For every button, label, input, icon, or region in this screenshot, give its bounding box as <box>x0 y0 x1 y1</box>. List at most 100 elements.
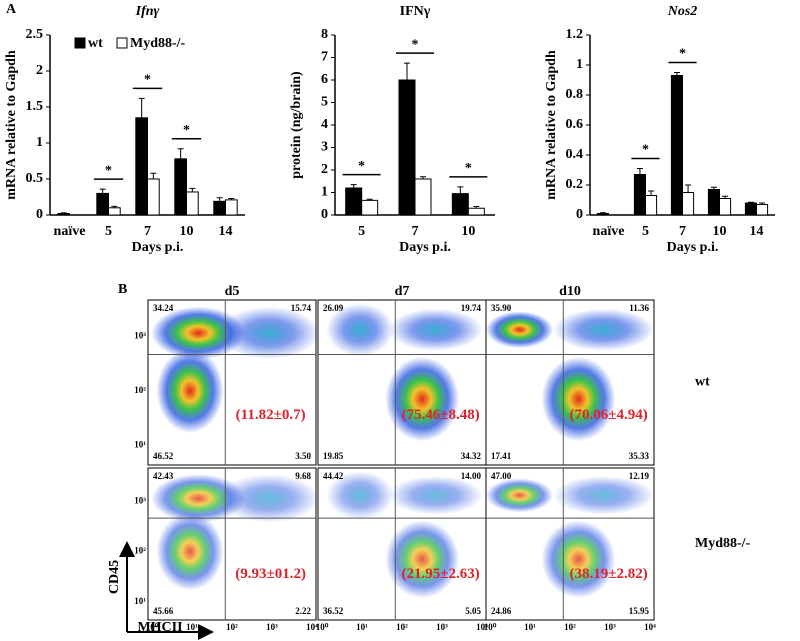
quadrant-value: 42.43 <box>153 471 174 481</box>
error-bar <box>366 198 373 201</box>
error-bar <box>60 212 67 214</box>
error-bar <box>111 205 118 208</box>
x-tick-label: 10 <box>461 224 475 239</box>
bar <box>744 202 758 216</box>
error-bar <box>457 186 464 194</box>
density <box>218 474 320 523</box>
panel-label: B <box>118 282 127 297</box>
bar <box>633 174 647 216</box>
bar <box>108 207 121 216</box>
significance-label: * <box>144 73 151 88</box>
quadrant-value: 5.05 <box>465 606 481 616</box>
x-tick-label: 10⁰ <box>146 622 159 632</box>
column-label: d5 <box>225 284 240 299</box>
y-tick-label: 0 <box>321 207 328 222</box>
bar <box>345 187 363 216</box>
y-tick-label: 6 <box>321 72 328 87</box>
x-tick-label: 10⁰ <box>484 622 497 632</box>
density <box>385 356 460 442</box>
error-bar <box>759 202 766 205</box>
error-bar <box>747 201 754 203</box>
x-tick-label: 10² <box>396 622 408 632</box>
bar <box>398 79 416 216</box>
y-tick-label: 2 <box>321 162 328 177</box>
y-tick-label: 0 <box>36 207 43 222</box>
row-label: Myd88-/- <box>695 536 751 551</box>
bar <box>135 117 149 216</box>
bar <box>682 192 695 216</box>
density <box>541 356 616 442</box>
quadrant-value: 45.66 <box>153 606 174 616</box>
error-bar <box>636 168 643 175</box>
bar <box>96 192 110 216</box>
y-tick-label: 1.5 <box>26 99 44 114</box>
error-bar <box>216 197 223 202</box>
significance-label: * <box>183 123 190 138</box>
legend-swatch <box>74 37 86 49</box>
quadrant-value: 11.36 <box>629 303 649 313</box>
error-bar <box>599 212 606 214</box>
x-tick-label: naïve <box>593 224 625 239</box>
x-axis-label: Days p.i. <box>132 240 184 255</box>
bar <box>451 193 469 216</box>
x-axis-label: Days p.i. <box>667 240 719 255</box>
density <box>388 475 483 515</box>
quadrant-value: 35.33 <box>629 451 650 461</box>
bar <box>414 178 432 216</box>
y-tick-label: 0.8 <box>566 87 584 102</box>
y-tick-label: 0.6 <box>566 117 584 132</box>
x-tick-label: 7 <box>144 224 151 239</box>
y-tick-label: 5 <box>321 95 328 110</box>
significance-label: * <box>642 143 649 158</box>
quadrant-value: 35.90 <box>491 303 512 313</box>
y-axis-label: mRNA relative to Gapdh <box>4 50 19 200</box>
significance-label: * <box>105 163 112 178</box>
y-tick-label: 1 <box>576 57 583 72</box>
bar <box>57 213 70 216</box>
error-bar <box>189 187 196 192</box>
y-tick-label: 1.2 <box>566 27 584 42</box>
bar <box>596 213 610 216</box>
significance-label: * <box>412 37 419 52</box>
x-tick-label: 10⁴ <box>644 622 656 632</box>
bar <box>707 189 721 216</box>
percent-annotation: (11.82±0.7) <box>236 407 306 423</box>
density <box>485 311 554 349</box>
density <box>326 471 394 520</box>
y-tick-label: 0 <box>576 207 583 222</box>
chart-title: Nos2 <box>667 4 698 19</box>
chart-title: Ifnγ <box>135 4 160 19</box>
bar <box>645 195 658 216</box>
y-tick-label: 10² <box>134 385 146 395</box>
x-tick-label: 10¹ <box>356 622 368 632</box>
bar <box>186 191 199 216</box>
error-bar <box>722 195 729 199</box>
error-bar <box>710 186 717 190</box>
error-bar <box>150 172 157 179</box>
chart-title: IFNγ <box>400 4 431 19</box>
bar <box>147 178 160 216</box>
y-tick-label: 10¹ <box>134 596 146 606</box>
density <box>326 303 394 357</box>
x-tick-label: 14 <box>219 224 233 239</box>
quadrant-value: 24.86 <box>491 606 512 616</box>
x-tick-label: 10⁴ <box>476 622 488 632</box>
x-tick-label: 7 <box>679 224 686 239</box>
significance-label: * <box>358 159 365 174</box>
density <box>388 308 483 351</box>
quadrant-value: 3.50 <box>295 451 311 461</box>
bar <box>361 199 379 216</box>
error-bar <box>404 62 410 80</box>
x-tick-label: 10² <box>564 622 576 632</box>
quadrant-value: 34.32 <box>461 451 482 461</box>
quadrant-value: 47.00 <box>491 471 512 481</box>
y-tick-label: 2 <box>36 63 43 78</box>
quadrant-value: 12.19 <box>629 471 650 481</box>
x-tick-label: 10⁰ <box>316 622 329 632</box>
density <box>385 520 460 599</box>
bar <box>467 207 485 216</box>
x-axis-label: Days p.i. <box>399 240 451 255</box>
y-tick-label: 0.4 <box>566 147 584 162</box>
quadrant-value: 44.42 <box>323 471 344 481</box>
y-tick-label: 4 <box>321 117 328 132</box>
